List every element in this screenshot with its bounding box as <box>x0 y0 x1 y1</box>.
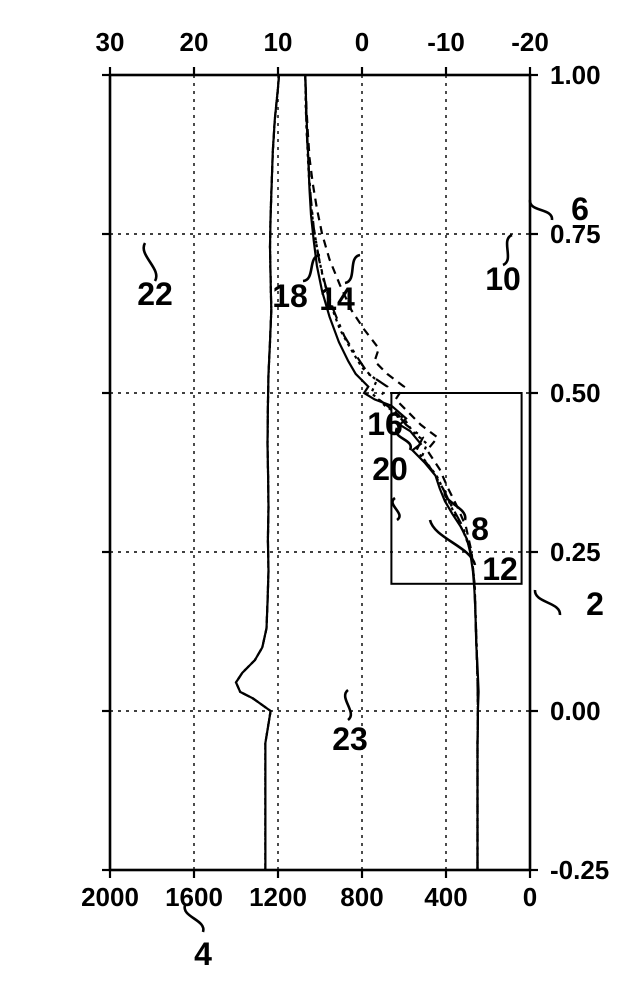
chart-canvas: -0.250.000.250.500.751.00040080012001600… <box>0 0 620 1000</box>
callout-label: 12 <box>482 551 518 587</box>
callout-label: 18 <box>272 278 308 314</box>
yr-tick-label: 20 <box>180 27 209 57</box>
callout-label: 2 <box>586 586 604 622</box>
x-tick-label: -0.25 <box>550 855 609 885</box>
x-tick-label: 1.00 <box>550 60 601 90</box>
yl-tick-label: 1200 <box>249 882 307 912</box>
callout-leader <box>530 200 552 220</box>
yr-tick-label: 30 <box>96 27 125 57</box>
callout-label: 10 <box>485 261 521 297</box>
callout-leader <box>345 255 360 283</box>
yr-tick-label: -20 <box>511 27 549 57</box>
yl-tick-label: 400 <box>424 882 467 912</box>
callout-label: 16 <box>367 406 403 442</box>
callout-label: 8 <box>471 511 489 547</box>
callout-leader <box>345 690 351 720</box>
callout-label: 14 <box>319 281 355 317</box>
callout-leader <box>535 590 560 615</box>
yr-tick-label: 10 <box>264 27 293 57</box>
yl-tick-label: 800 <box>340 882 383 912</box>
yl-tick-label: 2000 <box>81 882 139 912</box>
callout-label: 23 <box>332 721 368 757</box>
callout-label: 4 <box>194 936 212 972</box>
yl-tick-label: 0 <box>523 882 537 912</box>
x-tick-label: 0.25 <box>550 537 601 567</box>
yr-tick-label: -10 <box>427 27 465 57</box>
callout-label: 6 <box>571 191 589 227</box>
callout-label: 20 <box>372 451 408 487</box>
callout-leader <box>392 498 399 520</box>
callout-label: 22 <box>137 276 173 312</box>
yl-tick-label: 1600 <box>165 882 223 912</box>
x-tick-label: 0.50 <box>550 378 601 408</box>
yr-tick-label: 0 <box>355 27 369 57</box>
x-tick-label: 0.00 <box>550 696 601 726</box>
